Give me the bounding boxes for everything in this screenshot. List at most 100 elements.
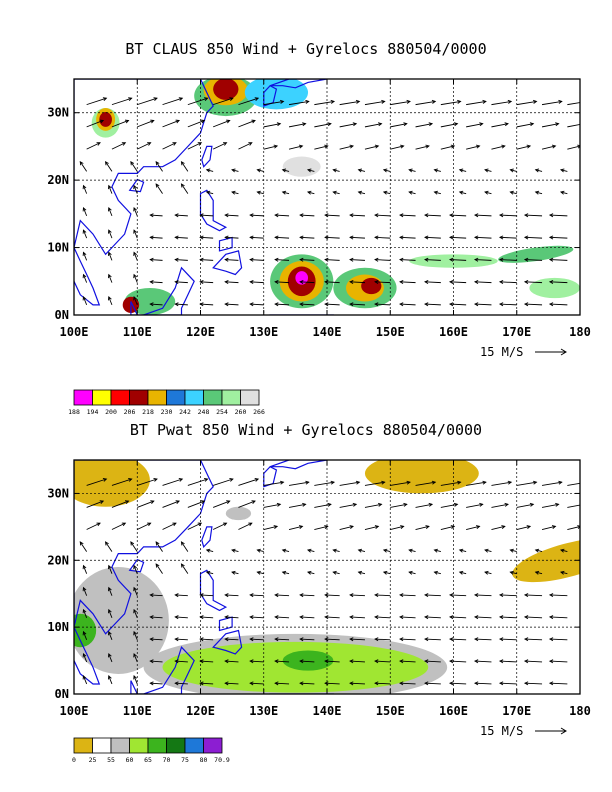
wind-arrow	[274, 235, 290, 240]
wind-arrow	[523, 213, 543, 218]
wind-arrow	[364, 144, 380, 150]
wind-arrow	[82, 251, 88, 261]
wind-arrow	[399, 637, 416, 642]
wind-arrow	[548, 235, 568, 240]
wind-arrow	[332, 168, 340, 173]
wind-arrow	[130, 541, 138, 552]
wind-arrow	[263, 122, 282, 128]
wind-arrow	[390, 480, 411, 486]
wind-arrow	[357, 168, 366, 173]
wind-arrow	[256, 168, 264, 173]
wind-arrow	[224, 257, 239, 262]
wind-arrow	[274, 659, 290, 664]
wind-arrow	[390, 525, 405, 530]
wind-arrow	[364, 525, 380, 530]
wind-arrow	[433, 168, 441, 173]
wind-arrow	[137, 142, 152, 150]
wind-arrow	[256, 190, 264, 195]
vector-key-arrowhead	[560, 727, 567, 735]
claus-chart: 100E 110E 120E 130E 140E 150E 160E 170E 180 0N 10N…	[47, 78, 591, 416]
wind-arrow	[509, 168, 517, 173]
wind-arrow	[374, 235, 391, 240]
wind-arrow	[238, 97, 260, 106]
wind-arrow	[509, 570, 517, 575]
wind-arrow	[137, 478, 158, 486]
wind-arrow	[263, 502, 282, 508]
wind-arrow	[357, 548, 366, 553]
y-tick-label: 30N	[47, 486, 69, 500]
wind-arrow	[541, 99, 563, 106]
wind-arrow	[349, 235, 365, 240]
shaded-region	[213, 79, 239, 100]
wind-arrow	[399, 659, 416, 664]
wind-arrow	[107, 630, 113, 641]
wind-arrow	[149, 213, 163, 218]
wind-arrow	[274, 615, 290, 620]
wind-arrow	[82, 586, 88, 596]
wind-arrow	[498, 659, 517, 664]
coastline	[130, 266, 195, 315]
colorbar-label: 25	[89, 756, 97, 764]
wind-arrow	[187, 500, 206, 508]
wind-arrow	[107, 206, 113, 217]
y-tick-label: 10N	[47, 620, 69, 634]
shaded-region	[364, 460, 479, 494]
x-tick-label: 130E	[249, 704, 278, 718]
wind-arrow	[534, 190, 543, 195]
wind-arrow	[162, 478, 184, 486]
wind-arrow	[212, 142, 228, 150]
wind-arrow	[449, 213, 467, 218]
wind-arrow	[516, 144, 532, 150]
wind-arrow	[288, 144, 304, 150]
wind-arrow	[440, 480, 462, 486]
colorbar-label: 0	[72, 756, 76, 764]
wind-arrow	[415, 144, 430, 150]
wind-arrow	[424, 681, 441, 686]
wind-arrow	[424, 593, 441, 598]
wind-arrow	[399, 593, 416, 598]
wind-arrow	[199, 257, 214, 262]
y-tick-label: 0N	[55, 308, 69, 322]
coastline	[74, 79, 214, 256]
wind-arrow	[466, 502, 484, 508]
wind-arrow	[399, 615, 416, 620]
x-tick-label: 170E	[502, 325, 531, 339]
wind-arrow	[299, 235, 315, 240]
wind-arrow	[256, 570, 264, 575]
wind-arrow	[187, 522, 203, 530]
shaded-region	[498, 245, 574, 263]
wind-arrow	[424, 637, 441, 642]
wind-arrow	[424, 213, 441, 218]
wind-arrow	[534, 548, 543, 553]
wind-arrow	[458, 190, 467, 195]
wind-arrow	[238, 142, 253, 150]
wind-arrow	[332, 548, 340, 553]
wind-arrow	[440, 99, 462, 106]
wind-arrow	[107, 295, 113, 306]
wind-arrow	[149, 615, 163, 620]
wind-arrow	[213, 478, 234, 486]
wind-arrow	[399, 257, 416, 262]
wind-arrow	[107, 586, 113, 596]
wind-arrow	[274, 257, 290, 262]
wind-arrow	[339, 480, 361, 486]
wind-arrow	[199, 615, 214, 620]
wind-arrow	[82, 206, 88, 217]
wind-arrow	[498, 302, 517, 307]
wind-arrow	[408, 570, 416, 575]
wind-arrow	[357, 570, 366, 575]
shaded-region	[282, 650, 334, 671]
wind-arrow	[174, 615, 188, 620]
wind-arrow	[339, 122, 358, 128]
wind-arrow	[382, 190, 391, 195]
wind-arrow	[390, 144, 405, 150]
plot-area	[74, 79, 580, 315]
wind-arrow	[155, 160, 163, 172]
wind-arrow	[299, 280, 315, 284]
wind-arrow	[364, 99, 386, 106]
wind-arrow	[155, 183, 163, 194]
wind-arrow	[548, 615, 568, 620]
wind-arrow	[449, 637, 467, 642]
wind-arrow	[415, 502, 434, 508]
wind-arrow	[162, 97, 184, 106]
